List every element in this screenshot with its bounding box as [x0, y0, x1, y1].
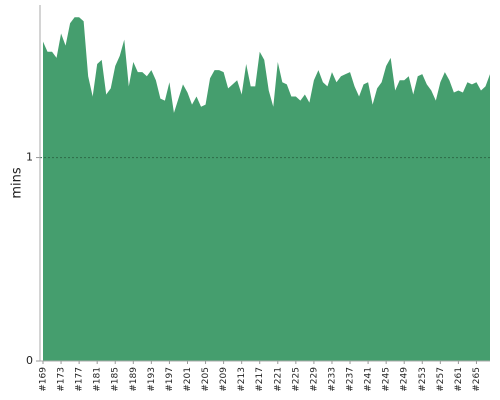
x-tick-label: #177	[75, 367, 85, 392]
x-tick-label: #229	[309, 367, 319, 392]
x-tick-label: #233	[327, 367, 337, 392]
x-tick-label: #169	[39, 367, 49, 392]
x-tick-label: #173	[57, 367, 67, 392]
x-tick-label: #209	[219, 367, 229, 392]
x-tick-label: #221	[273, 367, 283, 392]
x-tick-label: #225	[291, 367, 301, 392]
x-tick-label: #189	[129, 367, 139, 392]
x-tick-label: #201	[183, 367, 193, 392]
x-tick-label: #249	[400, 367, 410, 392]
x-tick-label: #217	[255, 367, 265, 392]
x-tick-label: #241	[364, 367, 374, 392]
x-tick-label: #245	[382, 367, 392, 392]
x-tick-label: #265	[472, 367, 482, 392]
x-tick-label: #237	[346, 367, 356, 392]
x-tick-label: #257	[436, 367, 446, 392]
x-tick-label: #253	[418, 367, 428, 392]
x-tick-label: #205	[201, 367, 211, 392]
x-tick-label: #185	[111, 367, 121, 392]
y-axis-label: mins	[10, 167, 25, 199]
y-tick-label: 0	[26, 354, 33, 367]
x-tick-label: #213	[237, 367, 247, 392]
area	[43, 17, 490, 361]
x-tick-label: #181	[93, 367, 103, 392]
x-tick-label: #261	[454, 367, 464, 392]
y-tick-label: 1	[26, 151, 33, 164]
x-tick-label: #197	[165, 367, 175, 392]
x-tick-label: #193	[147, 367, 157, 392]
